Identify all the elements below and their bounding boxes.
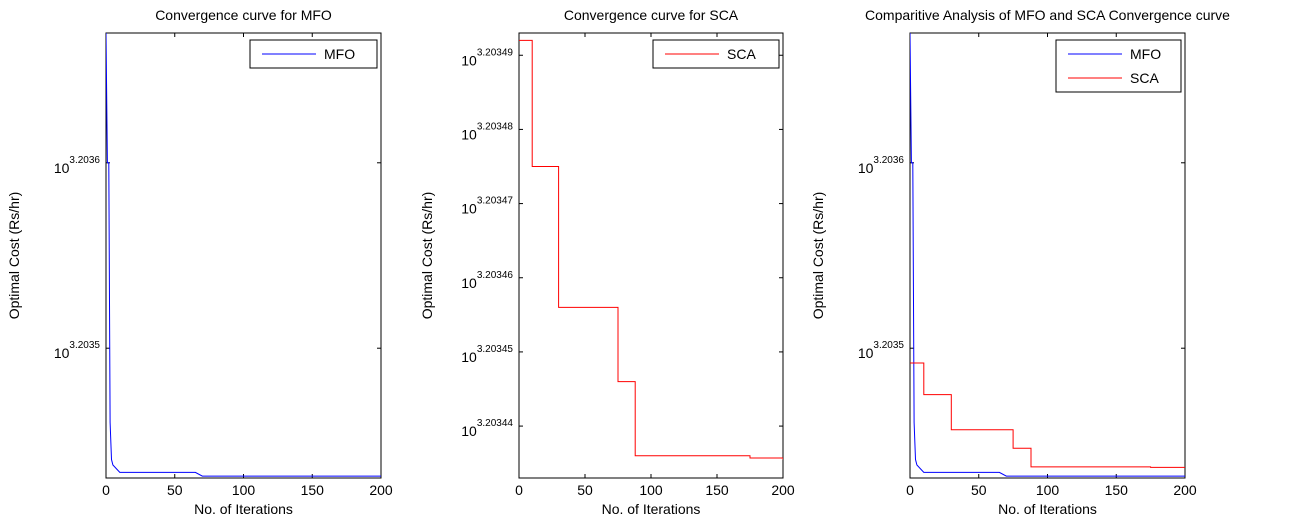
x-tick-label: 200 (771, 482, 795, 498)
legend-box (1055, 39, 1182, 93)
y-tick-label: 103.20347 (461, 196, 513, 217)
x-axis-label: No. of Iterations (194, 501, 293, 517)
series-line-mfo (910, 33, 1185, 477)
y-tick-label: 103.2036 (858, 155, 905, 176)
y-tick-label: 103.20344 (461, 418, 513, 439)
x-tick-label: 100 (639, 482, 663, 498)
legend-label-mfo: MFO (324, 46, 355, 62)
x-tick-label: 50 (167, 482, 183, 498)
x-tick-label: 150 (301, 482, 325, 498)
chart-title: Comparitive Analysis of MFO and SCA Conv… (865, 7, 1230, 23)
x-tick-label: 50 (577, 482, 593, 498)
legend: MFO SCA (1055, 39, 1182, 93)
legend: MFO (249, 39, 378, 69)
y-axis-label: Optimal Cost (Rs/hr) (6, 192, 22, 320)
chart-title: Convergence curve for SCA (564, 7, 739, 23)
x-axis-label: No. of Iterations (998, 501, 1097, 517)
x-tick-label: 0 (906, 482, 914, 498)
y-axis-label: Optimal Cost (Rs/hr) (810, 192, 826, 320)
legend-label-sca: SCA (1130, 70, 1159, 86)
y-tick-label: 103.2036 (54, 155, 101, 176)
x-tick-label: 150 (1105, 482, 1129, 498)
legend: SCA (652, 39, 780, 69)
x-tick-label: 150 (705, 482, 729, 498)
x-tick-label: 100 (232, 482, 256, 498)
y-axis-label: Optimal Cost (Rs/hr) (419, 192, 435, 320)
y-tick-label: 103.2035 (858, 340, 905, 361)
y-tick-label: 103.2035 (54, 340, 101, 361)
y-tick-label: 103.20346 (461, 270, 513, 291)
x-tick-label: 200 (369, 482, 393, 498)
chart-1: Convergence curve for MFO 0 50 100 150 200 103… (6, 7, 393, 517)
legend-label-mfo: MFO (1130, 46, 1161, 62)
chart-title: Convergence curve for MFO (155, 7, 332, 23)
legend-label-sca: SCA (727, 46, 756, 62)
x-tick-label: 0 (515, 482, 523, 498)
x-tick-label: 0 (102, 482, 110, 498)
series-line-sca (910, 362, 1185, 468)
chart-2: Convergence curve for SCA 0 50 100 150 200 103… (419, 7, 795, 517)
y-tick-label: 103.20345 (461, 344, 513, 365)
x-tick-label: 50 (971, 482, 987, 498)
x-tick-label: 100 (1036, 482, 1060, 498)
chart-3: Comparitive Analysis of MFO and SCA Conv… (810, 7, 1230, 517)
x-tick-label: 200 (1173, 482, 1197, 498)
series-line-mfo (106, 33, 381, 477)
x-axis-label: No. of Iterations (602, 501, 701, 517)
y-tick-label: 103.20348 (461, 121, 513, 142)
y-tick-label: 103.20349 (461, 47, 513, 68)
series-line-sca (519, 39, 783, 460)
axes-box (105, 32, 382, 479)
